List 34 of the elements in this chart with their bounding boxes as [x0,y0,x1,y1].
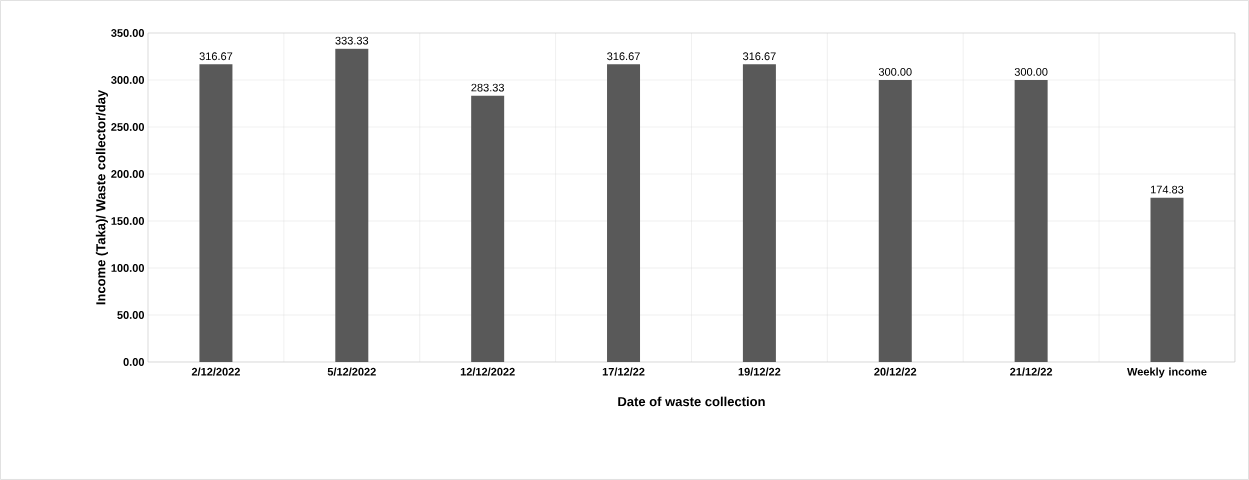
bar [742,64,776,362]
data-label: 283.33 [471,83,504,92]
x-axis-title: Date of waste collection [618,396,765,407]
x-tick-label: 5/12/2022 [327,367,376,376]
data-label: 316.67 [607,52,640,61]
x-tick-label: 21/12/22 [1010,367,1053,376]
bar [471,95,505,362]
x-tick-label: 17/12/22 [602,367,645,376]
bar [878,80,912,362]
data-label: 174.83 [1151,185,1184,194]
y-tick-label: 150.00 [111,217,145,225]
bar [1150,197,1184,362]
x-tick-label: 12/12/2022 [460,367,515,376]
x-tick-label: 20/12/22 [874,367,917,376]
y-tick-label: 350.00 [111,29,145,37]
data-label: 316.67 [743,52,776,61]
y-tick-label: 100.00 [111,264,145,272]
y-tick-label: 300.00 [111,76,145,84]
y-tick-label: 200.00 [111,170,145,178]
x-tick-label: Weekly income [1127,367,1207,378]
bar [199,64,233,362]
x-tick-label: 19/12/22 [738,367,781,376]
data-label: 300.00 [878,68,912,76]
y-tick-label: 50.00 [117,311,145,319]
data-label: 300.00 [1014,68,1048,76]
y-tick-label: 250.00 [111,123,145,131]
y-tick-label: 0.00 [123,358,145,366]
bar [1014,80,1048,362]
bar [607,64,641,362]
x-tick-label: 2/12/2022 [191,367,240,376]
y-axis-title: Income (Taka)/ Waste collector/day [95,89,108,305]
bar [335,48,369,362]
data-label: 333.33 [335,36,369,45]
data-label: 316.67 [199,52,233,61]
